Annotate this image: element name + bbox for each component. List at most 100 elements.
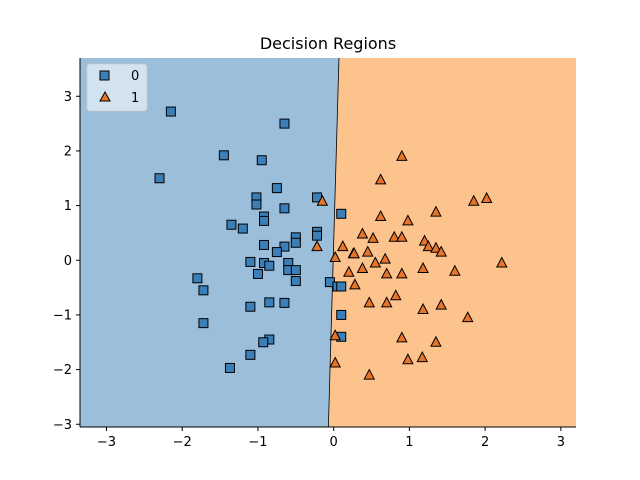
- point-class-1: [402, 214, 414, 226]
- point-class-0: [290, 265, 301, 276]
- y-tick-label: −1: [53, 308, 72, 323]
- x-tick-label: −3: [97, 435, 116, 450]
- decision-boundary-line: [327, 57, 340, 428]
- legend: 0 1: [86, 63, 148, 112]
- point-class-0: [279, 297, 290, 308]
- point-class-0: [226, 219, 237, 230]
- point-class-1: [379, 252, 392, 264]
- x-tick-label: 3: [557, 435, 565, 450]
- point-class-1: [396, 267, 408, 279]
- point-class-1: [388, 230, 401, 242]
- y-tick-label: 1: [64, 199, 72, 214]
- point-class-0: [259, 215, 270, 226]
- point-class-0: [279, 241, 290, 252]
- point-class-0: [218, 150, 229, 161]
- point-class-0: [264, 260, 275, 271]
- point-class-1: [416, 350, 429, 363]
- point-class-1: [422, 240, 435, 252]
- y-tick-label: 0: [64, 254, 72, 269]
- point-class-1: [480, 191, 493, 203]
- point-class-0: [312, 230, 323, 241]
- point-class-1: [396, 230, 408, 242]
- point-class-0: [237, 223, 248, 234]
- point-class-0: [259, 239, 270, 250]
- region-class-1: [328, 58, 576, 427]
- point-class-0: [279, 203, 290, 214]
- point-class-1: [363, 368, 376, 380]
- point-class-1: [380, 296, 393, 308]
- point-class-0: [192, 273, 203, 284]
- point-class-1: [374, 209, 387, 222]
- point-class-1: [417, 261, 429, 273]
- point-class-0: [271, 183, 282, 194]
- point-class-0: [290, 276, 301, 287]
- point-class-0: [245, 349, 256, 360]
- point-class-1: [361, 245, 374, 257]
- x-tick-label: 2: [481, 435, 489, 450]
- point-class-1: [449, 264, 461, 276]
- legend-item-class-1: 1: [99, 90, 139, 106]
- legend-square-marker: [99, 70, 110, 81]
- y-tick-label: −3: [53, 418, 72, 433]
- point-class-0: [245, 256, 256, 267]
- legend-item-class-0: 0: [99, 69, 139, 84]
- point-class-1: [435, 298, 448, 310]
- point-class-1: [495, 256, 508, 268]
- point-class-0: [154, 173, 165, 184]
- point-class-1: [396, 149, 408, 161]
- point-class-0: [336, 309, 347, 320]
- y-tick-label: −2: [53, 363, 72, 378]
- point-class-1: [329, 250, 342, 263]
- axes: −3 −2 −1 0 1 2 3 −3 −2 −1 0 1 2 3: [53, 58, 576, 450]
- point-class-1: [467, 194, 480, 206]
- point-class-0: [198, 318, 209, 329]
- point-class-0: [336, 281, 347, 292]
- point-class-1: [336, 240, 349, 252]
- point-class-1: [316, 194, 329, 206]
- point-class-0: [290, 237, 301, 248]
- x-tick-label: −1: [248, 435, 267, 450]
- legend-label-1: 1: [131, 91, 139, 106]
- point-class-1: [342, 265, 355, 277]
- point-class-1: [389, 289, 402, 301]
- decision-regions: [80, 57, 576, 428]
- point-class-1: [396, 331, 408, 343]
- point-class-0: [271, 247, 282, 258]
- y-tick-label: 3: [64, 90, 72, 105]
- point-class-0: [224, 362, 235, 373]
- point-class-1: [430, 205, 442, 217]
- point-class-1: [329, 356, 342, 368]
- point-class-0: [256, 155, 267, 166]
- point-class-1: [329, 329, 342, 341]
- legend-label-0: 0: [131, 69, 139, 84]
- point-class-1: [380, 267, 393, 279]
- point-class-0: [198, 285, 209, 296]
- point-class-0: [165, 106, 176, 117]
- point-class-1: [430, 335, 442, 347]
- x-tick-label: 0: [330, 435, 338, 450]
- point-class-0: [251, 199, 262, 210]
- point-class-0: [264, 297, 275, 308]
- point-class-1: [417, 302, 429, 314]
- point-class-1: [367, 231, 379, 243]
- point-class-0: [279, 118, 290, 129]
- point-class-1: [363, 296, 376, 308]
- point-class-1: [461, 311, 474, 323]
- point-class-0: [252, 268, 263, 279]
- point-class-1: [348, 247, 360, 259]
- point-class-1: [349, 278, 361, 290]
- point-class-1: [435, 245, 448, 257]
- point-class-1: [430, 241, 442, 253]
- chart-title: Decision Regions: [260, 34, 396, 53]
- point-class-0: [245, 301, 256, 312]
- point-class-1: [311, 240, 323, 252]
- point-class-1: [402, 353, 414, 365]
- point-class-1: [356, 261, 369, 273]
- legend-triangle-marker: [99, 90, 111, 102]
- x-tick-label: 1: [405, 435, 413, 450]
- point-class-0: [336, 208, 347, 219]
- point-class-1: [374, 173, 387, 185]
- point-class-0: [258, 337, 269, 348]
- point-class-1: [369, 256, 382, 268]
